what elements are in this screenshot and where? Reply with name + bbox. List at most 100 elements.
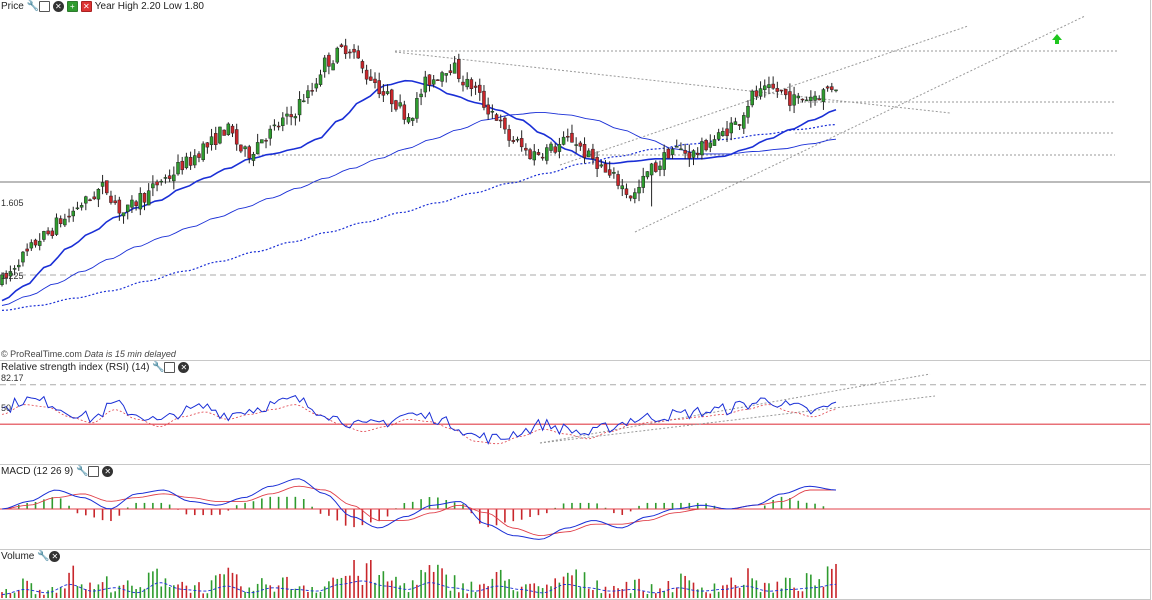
close-icon[interactable]: ✕ [102, 465, 114, 477]
close-icon[interactable]: ✕ [52, 0, 64, 12]
candle-body [511, 140, 516, 142]
wrench-icon[interactable]: 🔧 [26, 0, 40, 12]
macd-chart[interactable] [0, 465, 1150, 549]
volume-chart[interactable] [0, 550, 1150, 599]
candle-body [205, 142, 210, 148]
candle-body [243, 146, 247, 150]
close-icon[interactable]: ✕ [178, 361, 190, 373]
candle-body [482, 90, 486, 108]
volume-bar [89, 582, 91, 598]
wrench-icon[interactable]: 🔧 [152, 361, 165, 373]
volume-bar [43, 594, 45, 598]
volume-bar [1, 592, 3, 598]
volume-bar [818, 579, 821, 598]
macd-histogram-bar [34, 501, 37, 509]
candle-body [113, 200, 117, 204]
macd-histogram-bar [118, 509, 121, 516]
volume-bar [160, 586, 163, 598]
volume-bar [319, 591, 322, 598]
candle-body [247, 146, 252, 159]
volume-bar [525, 584, 527, 598]
candle-body [742, 115, 746, 129]
volume-bar [512, 590, 515, 598]
macd-histogram-bar [420, 499, 422, 509]
candle-body [264, 139, 268, 142]
volume-bar [604, 586, 607, 598]
price-panel[interactable]: Price 🔧 ✕ + ✕ Year High 2.20 Low 1.80 1.… [0, 0, 1151, 361]
volume-panel[interactable]: Volume 🔧 ✕ [0, 550, 1151, 600]
candle-body [645, 171, 650, 178]
volume-bar [717, 591, 720, 598]
candle-body [486, 104, 490, 115]
volume-bar [210, 580, 213, 598]
volume-bar [504, 580, 506, 598]
macd-histogram-bar [378, 509, 380, 522]
window-icon[interactable] [88, 465, 100, 477]
candle-body [356, 50, 360, 59]
volume-bar [219, 573, 221, 598]
close-icon[interactable]: ✕ [49, 550, 61, 562]
volume-bar [386, 581, 389, 598]
volume-bar [407, 592, 410, 598]
volume-bar [97, 584, 100, 598]
volume-bar [445, 574, 448, 598]
volume-bar [370, 560, 372, 598]
volume-bar [147, 572, 150, 598]
candle-body [809, 96, 813, 101]
candle-body [586, 150, 591, 158]
candle-body [628, 195, 633, 199]
volume-bar [51, 587, 54, 598]
volume-bar [269, 585, 272, 598]
candle-body [457, 59, 461, 79]
macd-histogram-bar [512, 509, 515, 522]
volume-bar [646, 593, 649, 598]
candle-body [591, 148, 595, 159]
macd-histogram-bar [261, 498, 263, 509]
candle-body [582, 144, 587, 158]
candle-body [322, 57, 327, 73]
candle-body [712, 139, 717, 146]
rsi-chart[interactable] [0, 361, 1150, 464]
candle-body [172, 174, 176, 182]
price-level-lower: 1.225 [1, 271, 24, 281]
volume-bar [654, 593, 657, 598]
volume-bar [805, 573, 808, 598]
candle-body [109, 195, 113, 203]
macd-histogram-bar [445, 499, 448, 509]
candle-body [452, 62, 457, 74]
volume-bar [214, 575, 217, 598]
macd-histogram-bar [76, 509, 79, 514]
macd-histogram-bar [596, 503, 598, 509]
macd-histogram-bar [462, 504, 464, 509]
volume-bar [294, 588, 297, 598]
rsi-panel[interactable]: Relative strength index (RSI) (14) 🔧 ✕ 8… [0, 361, 1151, 465]
macd-histogram-bar [43, 499, 45, 509]
candle-body [33, 239, 38, 246]
macd-histogram-bar [478, 509, 481, 524]
volume-bar [478, 584, 481, 598]
volume-bar [751, 578, 753, 598]
remove-icon[interactable]: ✕ [80, 0, 92, 12]
volume-bar [726, 584, 728, 598]
candle-body [385, 91, 390, 94]
price-chart[interactable] [0, 0, 1150, 360]
wrench-icon[interactable]: 🔧 [37, 550, 50, 562]
candle-body [704, 140, 708, 151]
window-icon[interactable] [164, 361, 176, 373]
macd-panel[interactable]: MACD (12 26 9) 🔧 ✕ [0, 465, 1151, 550]
candle-body [553, 146, 557, 153]
rsi-panel-label: Relative strength index (RSI) (14) [1, 361, 150, 373]
candle-body [498, 119, 503, 122]
wrench-icon[interactable]: 🔧 [76, 465, 89, 477]
window-icon[interactable] [38, 0, 50, 12]
macd-histogram-bar [269, 496, 272, 509]
candle-body [783, 88, 788, 95]
candle-body [92, 196, 96, 200]
candle-body [612, 171, 616, 174]
add-icon[interactable]: + [66, 0, 78, 12]
candle-body [536, 152, 541, 155]
candle-body [746, 106, 750, 118]
macd-histogram-bar [671, 502, 674, 509]
candle-body [21, 251, 25, 263]
candle-body [771, 83, 775, 89]
